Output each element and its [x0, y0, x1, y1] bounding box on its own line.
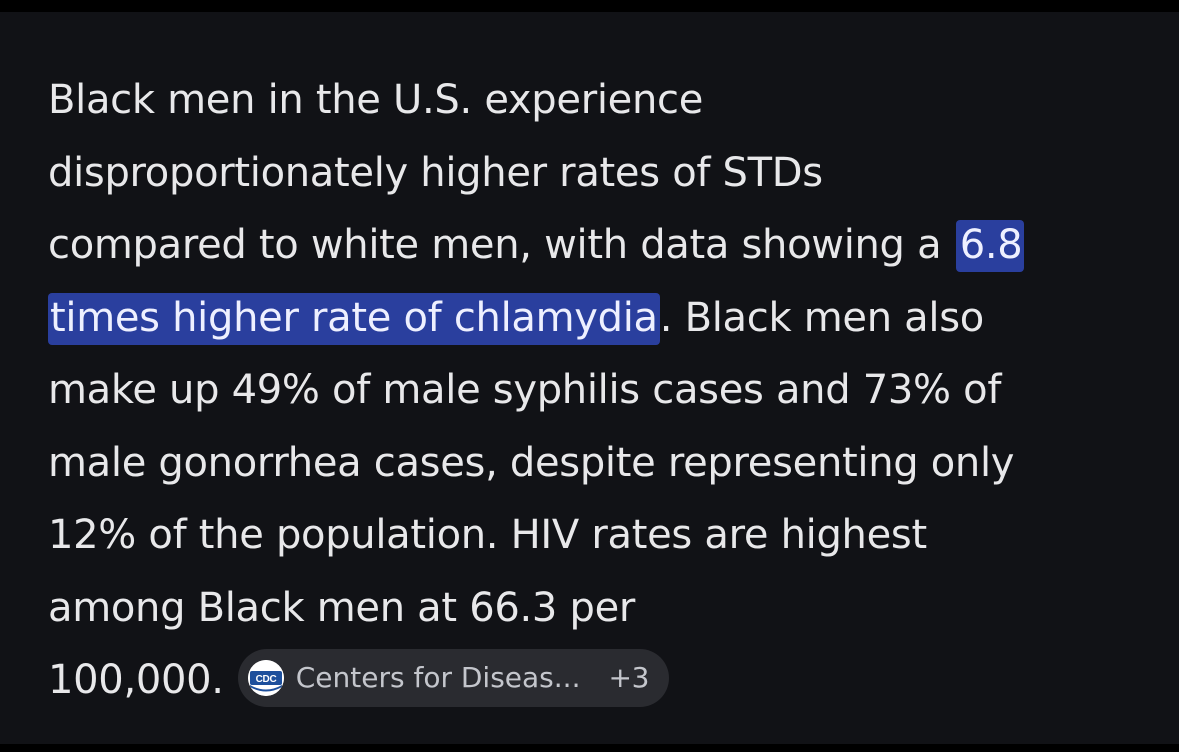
highlighted-claim[interactable]: times higher rate of chlamydia [48, 292, 660, 345]
cdc-logo-svg: CDC [247, 660, 284, 696]
answer-line: 100,000. CDC Centers for Diseas... +3 [48, 644, 1168, 717]
ai-answer-card: Black men in the U.S. experience disprop… [0, 12, 1179, 744]
answer-line: make up 49% of male syphilis cases and 7… [48, 367, 1002, 413]
cdc-logo-text: CDC [255, 674, 276, 685]
answer-line: among Black men at 66.3 per [48, 584, 636, 631]
answer-line: 12% of the population. HIV rates are hig… [48, 512, 927, 558]
source-label: Centers for Diseas... [295, 661, 581, 694]
source-chip[interactable]: CDC Centers for Diseas... +3 [237, 649, 670, 707]
answer-line: compared to white men, with data showing… [48, 209, 1168, 282]
answer-line: disproportionately higher rates of STDs [48, 149, 823, 196]
answer-text: Black men in the U.S. experience disprop… [48, 64, 1168, 717]
answer-line: male gonorrhea cases, despite representi… [48, 439, 1015, 486]
answer-line: times higher rate of chlamydia. Black me… [48, 282, 1168, 355]
highlighted-claim[interactable]: 6.8 [955, 220, 1025, 272]
answer-line: Black men in the U.S. experience [48, 77, 704, 123]
cdc-logo-icon: CDC [247, 660, 284, 696]
more-sources-count: +3 [608, 661, 650, 694]
